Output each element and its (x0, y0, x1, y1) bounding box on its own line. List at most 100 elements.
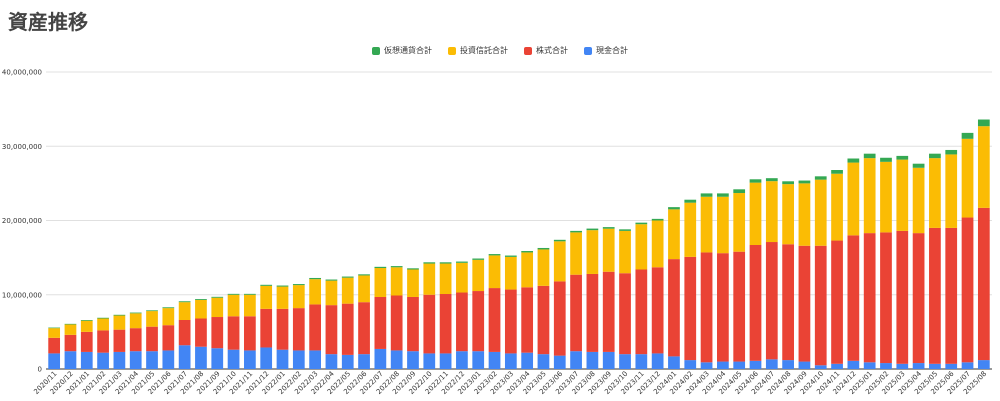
bar-segment (521, 352, 534, 369)
bar-segment (80, 351, 93, 369)
bar-segment (635, 224, 648, 270)
bar-segment (292, 350, 305, 369)
legend-item: 現金合計 (584, 45, 628, 56)
bar-segment (244, 316, 256, 351)
bar-segment (456, 351, 468, 369)
bar-segment (488, 254, 501, 256)
bar-segment (863, 158, 876, 234)
bar-segment (195, 299, 207, 300)
page-title: 資産推移 (8, 10, 88, 34)
bar-segment (537, 354, 550, 369)
bar-segment (374, 266, 387, 269)
bar-segment (504, 256, 517, 290)
bar-segment (798, 245, 811, 362)
bar-segment (97, 317, 109, 319)
legend-label: 現金合計 (596, 46, 628, 55)
bar-segment (341, 303, 354, 355)
bar-segment (423, 353, 436, 369)
bar-segment (341, 277, 354, 304)
bar-segment (390, 266, 403, 268)
bar-segment (668, 209, 680, 260)
bar-segment (521, 287, 534, 353)
bar-segment (325, 280, 338, 306)
bar-segment (358, 354, 370, 369)
bar-segment (48, 328, 61, 338)
legend-item: 仮想通貨合計 (372, 45, 432, 56)
bar-segment (292, 308, 305, 351)
bar-segment (553, 241, 566, 282)
bar-segment (619, 230, 631, 274)
bar-segment (700, 196, 713, 253)
bar-segment (358, 274, 370, 276)
bar-segment (211, 297, 224, 318)
legend-swatch (372, 46, 380, 55)
bar-segment (423, 294, 436, 354)
bar-segment (341, 276, 354, 278)
chart-legend: 仮想通貨合計 投資信託合計 株式合計 現金合計 (0, 45, 1000, 56)
bar-segment (717, 196, 729, 254)
bar-segment (684, 202, 697, 257)
bar-segment (602, 228, 615, 272)
bar-segment (961, 217, 974, 363)
bar-segment (80, 331, 93, 352)
bar-segment (570, 232, 582, 275)
bar-segment (146, 351, 158, 369)
bar-segment (586, 273, 599, 352)
bar-segment (929, 158, 941, 228)
bar-segment (619, 354, 631, 369)
bar-segment (276, 349, 289, 369)
bar-segment (831, 170, 843, 174)
bar-segment (945, 363, 958, 369)
bar-segment (276, 286, 289, 309)
bar-segment (488, 351, 501, 369)
bar-segment (977, 207, 990, 361)
bar-segment (309, 277, 321, 280)
bar-segment (945, 154, 958, 228)
bar-segment (472, 259, 485, 292)
bar-segment (407, 268, 419, 270)
bar-segment (211, 348, 224, 369)
legend-swatch (448, 46, 456, 55)
bar-segment (684, 360, 697, 369)
bar-segment (80, 320, 93, 332)
bar-segment (439, 353, 452, 369)
bar-segment (97, 318, 109, 331)
bar-segment (798, 183, 811, 246)
bar-segment (423, 263, 436, 295)
bar-segment (146, 311, 158, 327)
bar-segment (880, 161, 892, 233)
bar-segment (113, 351, 126, 369)
bar-segment (64, 324, 77, 335)
bar-segment (733, 193, 746, 252)
bar-segment (570, 230, 582, 233)
bar-segment (227, 349, 240, 369)
bar-segment (227, 316, 240, 350)
bar-segment (977, 126, 990, 208)
bar-segment (48, 327, 61, 329)
bar-segment (668, 207, 680, 210)
bar-segment (537, 249, 550, 286)
bar-segment (929, 363, 941, 369)
bar-segment (668, 356, 680, 369)
bar-segment (814, 365, 827, 369)
bar-segment (912, 163, 925, 168)
bar-segment (211, 296, 224, 298)
bar-segment (113, 315, 126, 330)
bar-segment (244, 350, 256, 369)
bar-segment (113, 314, 126, 316)
bar-segment (407, 296, 419, 352)
bar-segment (276, 308, 289, 350)
bar-segment (945, 227, 958, 364)
bar-segment (896, 230, 909, 364)
bar-segment (619, 273, 631, 355)
bar-segment (651, 220, 664, 268)
bar-segment (260, 347, 273, 369)
bar-segment (912, 233, 925, 364)
bar-segment (798, 361, 811, 369)
bar-segment (586, 228, 599, 231)
legend-item: 投資信託合計 (448, 45, 508, 56)
y-tick-label: 30,000,000 (2, 143, 42, 151)
bar-segment (896, 363, 909, 369)
bar-segment (717, 193, 729, 197)
